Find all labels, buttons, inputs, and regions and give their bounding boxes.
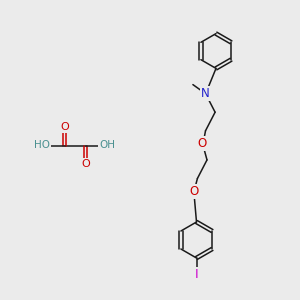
Text: N: N: [201, 87, 210, 100]
Text: O: O: [198, 137, 207, 150]
Text: HO: HO: [34, 140, 50, 151]
Text: O: O: [189, 184, 198, 198]
Text: O: O: [81, 159, 90, 169]
Text: I: I: [195, 268, 198, 281]
Text: O: O: [60, 122, 69, 132]
Text: OH: OH: [99, 140, 115, 151]
